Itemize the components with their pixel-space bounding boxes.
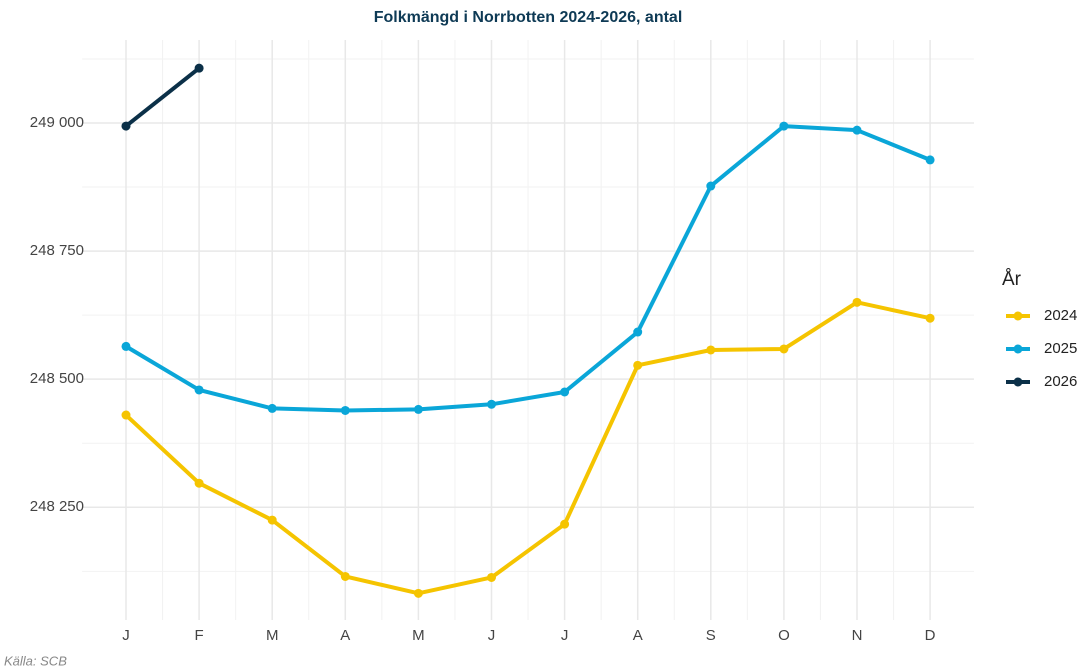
x-tick-label: J [561, 627, 569, 644]
point [194, 478, 204, 488]
x-tick-label: S [706, 627, 716, 644]
y-tick-label: 249 000 [30, 114, 84, 131]
point [487, 399, 496, 409]
point [560, 519, 570, 529]
x-tick-label: D [925, 627, 936, 644]
point [633, 327, 643, 337]
point [267, 403, 277, 413]
point [267, 515, 277, 525]
x-tick-label: A [340, 627, 350, 644]
point [706, 181, 716, 191]
legend-swatch-point [1013, 311, 1023, 321]
point [121, 121, 131, 131]
x-tick-label: J [488, 627, 496, 644]
point [194, 385, 204, 395]
point [925, 155, 935, 165]
x-tick-label: O [778, 627, 790, 644]
x-tick-label: J [122, 627, 130, 644]
point [340, 405, 350, 415]
x-tick-label: M [266, 627, 279, 644]
legend-label: 2026 [1044, 373, 1077, 390]
x-tick-label: M [412, 627, 425, 644]
y-tick-label: 248 500 [30, 370, 84, 387]
legend-swatch-point [1013, 344, 1023, 354]
point [779, 121, 789, 131]
point [560, 387, 570, 397]
y-tick-label: 248 750 [30, 242, 84, 259]
series-line [124, 300, 931, 596]
legend-label: 2024 [1044, 307, 1077, 324]
point [487, 572, 496, 582]
point [779, 344, 789, 354]
point [340, 571, 350, 581]
legend-label: 2025 [1044, 340, 1077, 357]
point [413, 404, 423, 414]
point [121, 410, 131, 420]
point [194, 63, 204, 73]
point [852, 125, 862, 135]
point [706, 345, 716, 355]
x-tick-label: A [633, 627, 643, 644]
caption: Källa: SCB [4, 653, 67, 668]
series-line [124, 66, 201, 128]
legend-swatch-point [1013, 377, 1023, 387]
x-tick-label: F [195, 627, 204, 644]
point [852, 297, 862, 307]
x-tick-label: N [852, 627, 863, 644]
legend-title: År [1002, 269, 1022, 290]
point [413, 588, 423, 598]
series-line [124, 124, 931, 413]
point [121, 341, 131, 351]
y-tick-label: 248 250 [30, 498, 84, 515]
point [925, 313, 935, 323]
point [633, 360, 643, 370]
chart-title: Folkmängd i Norrbotten 2024-2026, antal [374, 9, 683, 26]
